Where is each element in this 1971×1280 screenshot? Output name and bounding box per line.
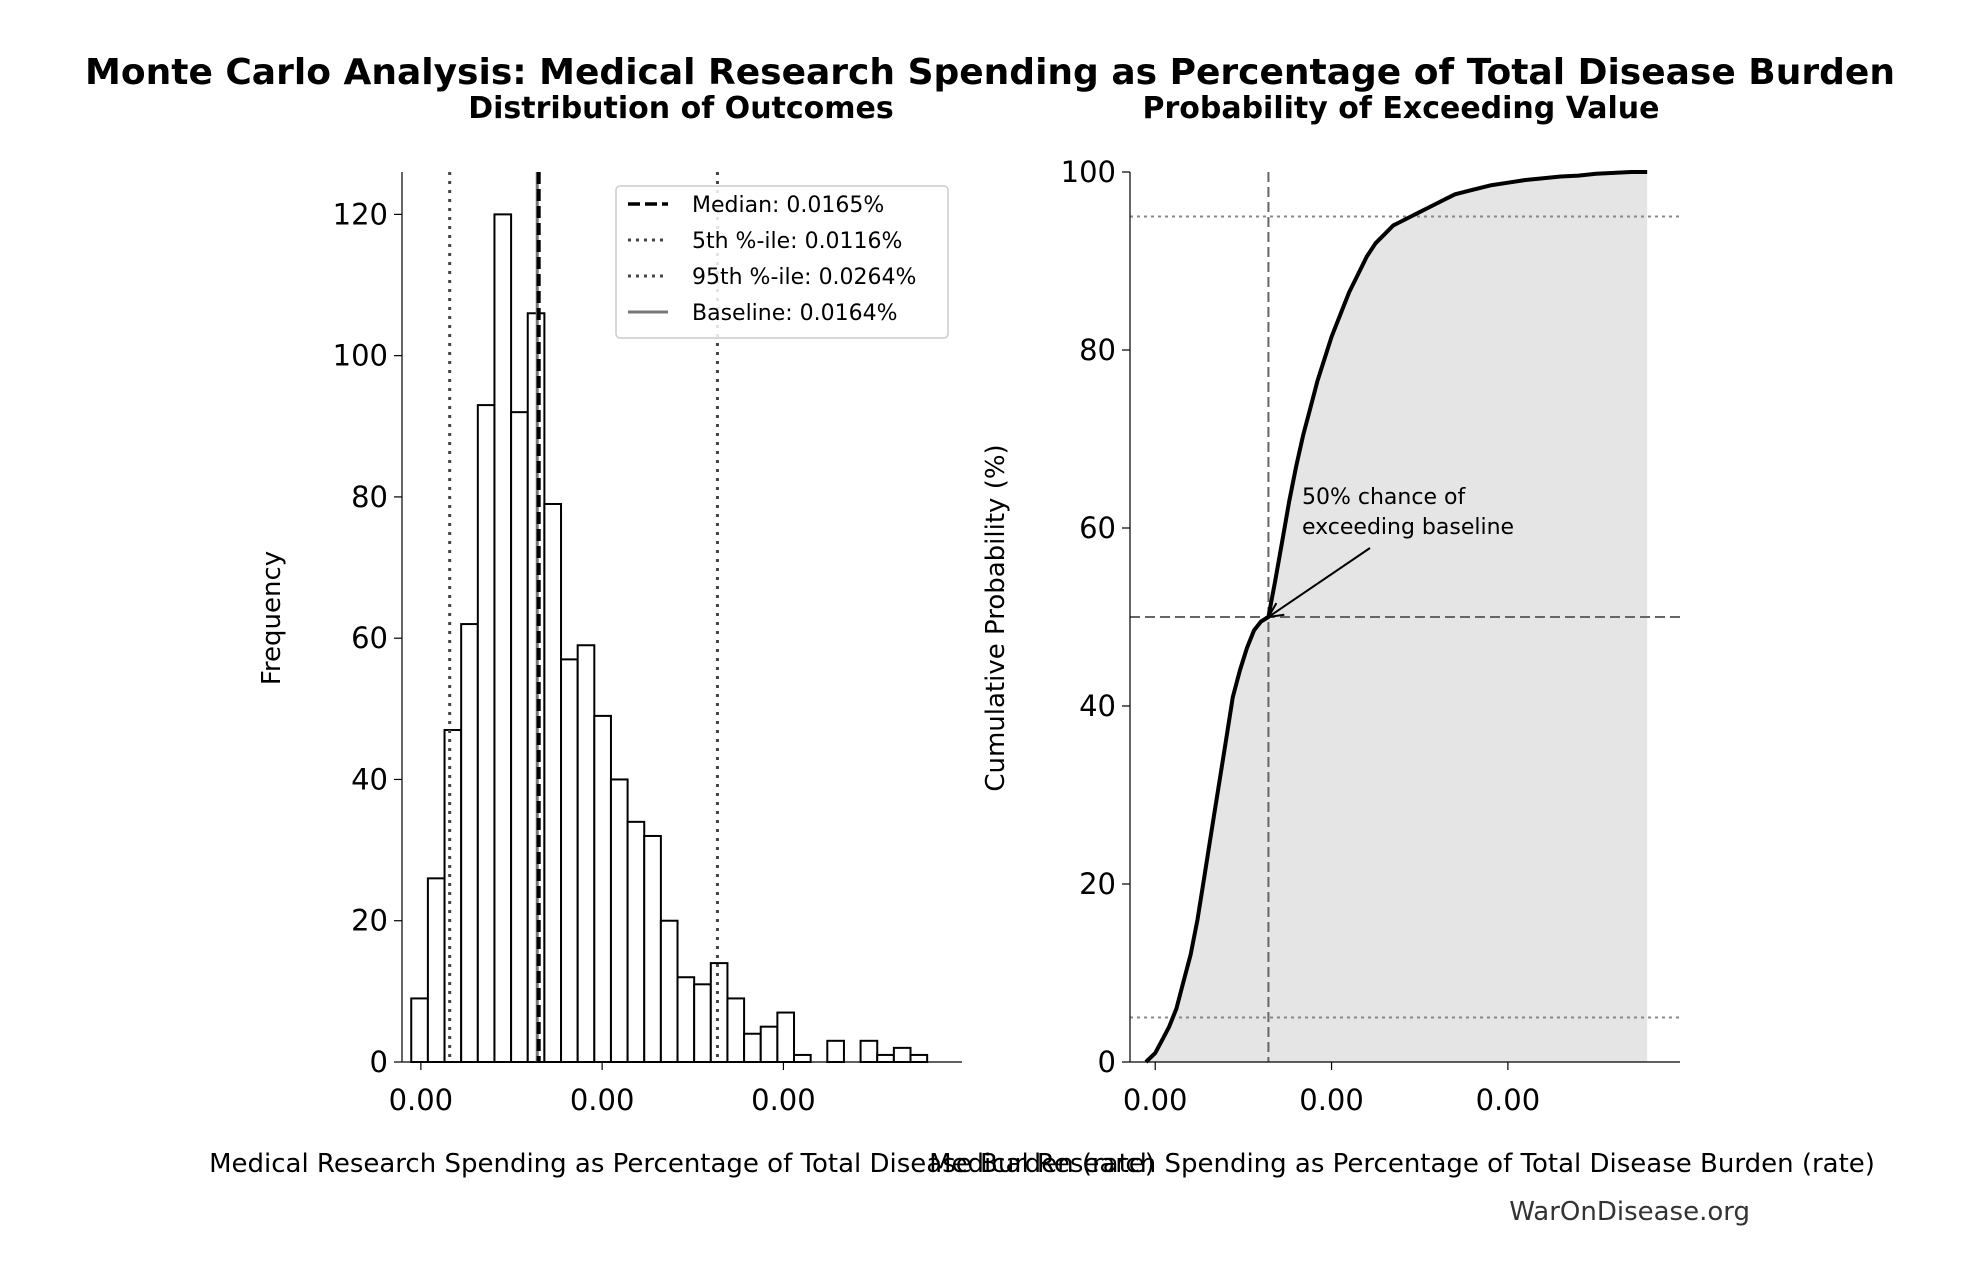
histogram-bar [476, 404, 496, 1064]
histogram-bar [576, 644, 596, 1063]
histogram-x-tick-label: 0.00 [389, 1083, 454, 1117]
cdf-y-tick-label: 100 [1061, 155, 1116, 189]
cdf-x-tick-label: 0.00 [1476, 1083, 1541, 1117]
histogram-bar [643, 834, 662, 1064]
histogram-bar [609, 778, 629, 1063]
histogram-reference-lines [448, 172, 719, 1062]
figure-title: Monte Carlo Analysis: Medical Research S… [85, 52, 1895, 93]
right-subtitle: Probability of Exceeding Value [1142, 91, 1659, 126]
histogram-x-tick-label: 0.00 [570, 1083, 635, 1117]
histogram-bars [410, 213, 929, 1064]
histogram-legend: Median: 0.0165% 5th %-ile: 0.0116% 95th … [615, 185, 949, 339]
histogram-bar [693, 983, 712, 1063]
histogram-bar [709, 962, 729, 1063]
histogram-axes [401, 172, 962, 1063]
histogram-x-tick-label: 0.00 [751, 1083, 816, 1117]
histogram-bar [460, 623, 479, 1063]
histogram-panel: 0 20 40 60 80 100 120 0.00 0.00 0.00 Medical Rese… [209, 172, 1155, 1179]
histogram-bar [793, 1053, 812, 1064]
histogram-bar [909, 1053, 929, 1064]
histogram-bar [892, 1046, 912, 1064]
histogram-ticks: 0 20 40 60 80 100 120 0.00 0.00 0.00 [333, 197, 816, 1117]
cdf-shaded-area [1145, 172, 1648, 1062]
watermark: WarOnDisease.org [1509, 1197, 1750, 1227]
annotation-arrowhead [1266, 602, 1285, 619]
cdf-x-tick-label: 0.00 [1123, 1083, 1188, 1117]
annotation-line-1: 50% chance of [1302, 485, 1466, 510]
histogram-bar [859, 1039, 879, 1064]
histogram-bar [510, 411, 529, 1063]
histogram-bar [443, 729, 463, 1063]
cdf-y-tick-label: 0 [1098, 1045, 1116, 1079]
histogram-bar [876, 1053, 895, 1064]
cdf-curve [1144, 170, 1648, 1064]
legend-median-label: Median: 0.0165% [692, 193, 884, 218]
histogram-bar [659, 919, 679, 1063]
histogram-y-tick-label: 20 [351, 904, 388, 938]
cdf-axes [1129, 172, 1680, 1063]
histogram-y-tick-label: 60 [351, 621, 388, 655]
cdf-y-axis-label: Cumulative Probability (%) [981, 444, 1011, 791]
histogram-y-axis-label: Frequency [257, 551, 287, 685]
histogram-bar [776, 1011, 796, 1063]
cdf-y-tick-label: 60 [1079, 511, 1116, 545]
cdf-panel: 0 20 40 60 80 100 0.00 0.00 0.00 Medical Researc… [929, 155, 1875, 1179]
annotation-line-2: exceeding baseline [1302, 515, 1514, 540]
histogram-y-tick-label: 120 [333, 197, 388, 231]
histogram-bar [626, 820, 646, 1063]
cdf-y-tick-label: 80 [1079, 333, 1116, 367]
histogram-bar [743, 1032, 762, 1063]
cdf-x-tick-label: 0.00 [1299, 1083, 1364, 1117]
histogram-bar [410, 997, 429, 1064]
cdf-y-tick-label: 40 [1079, 689, 1116, 723]
cdf-y-tick-label: 20 [1079, 867, 1116, 901]
histogram-bar [426, 877, 446, 1063]
left-subtitle: Distribution of Outcomes [468, 91, 894, 126]
legend-95th-label: 95th %-ile: 0.0264% [692, 265, 916, 290]
annotation-arrow [1267, 547, 1371, 618]
histogram-bar [593, 714, 612, 1064]
histogram-bar [543, 502, 563, 1063]
legend-baseline-label: Baseline: 0.0164% [692, 301, 898, 326]
histogram-y-tick-label: 80 [351, 480, 388, 514]
histogram-bar [726, 997, 746, 1064]
cdf-annotation: 50% chance of exceeding baseline [1266, 485, 1514, 619]
histogram-bar [560, 658, 579, 1064]
histogram-y-tick-label: 40 [351, 762, 388, 796]
cdf-ticks: 0 20 40 60 80 100 0.00 0.00 0.00 [1061, 155, 1541, 1117]
histogram-bar [676, 976, 696, 1063]
histogram-bar [826, 1039, 845, 1064]
legend-box [615, 185, 949, 339]
cdf-x-axis-label: Medical Research Spending as Percentage … [929, 1149, 1875, 1179]
histogram-y-tick-label: 100 [333, 339, 388, 373]
histogram-bar [759, 1025, 779, 1063]
histogram-y-tick-label: 0 [370, 1045, 388, 1079]
legend-5th-label: 5th %-ile: 0.0116% [692, 229, 902, 254]
histogram-bar [493, 213, 513, 1063]
histogram-x-axis-label: Medical Research Spending as Percentage … [209, 1149, 1155, 1179]
